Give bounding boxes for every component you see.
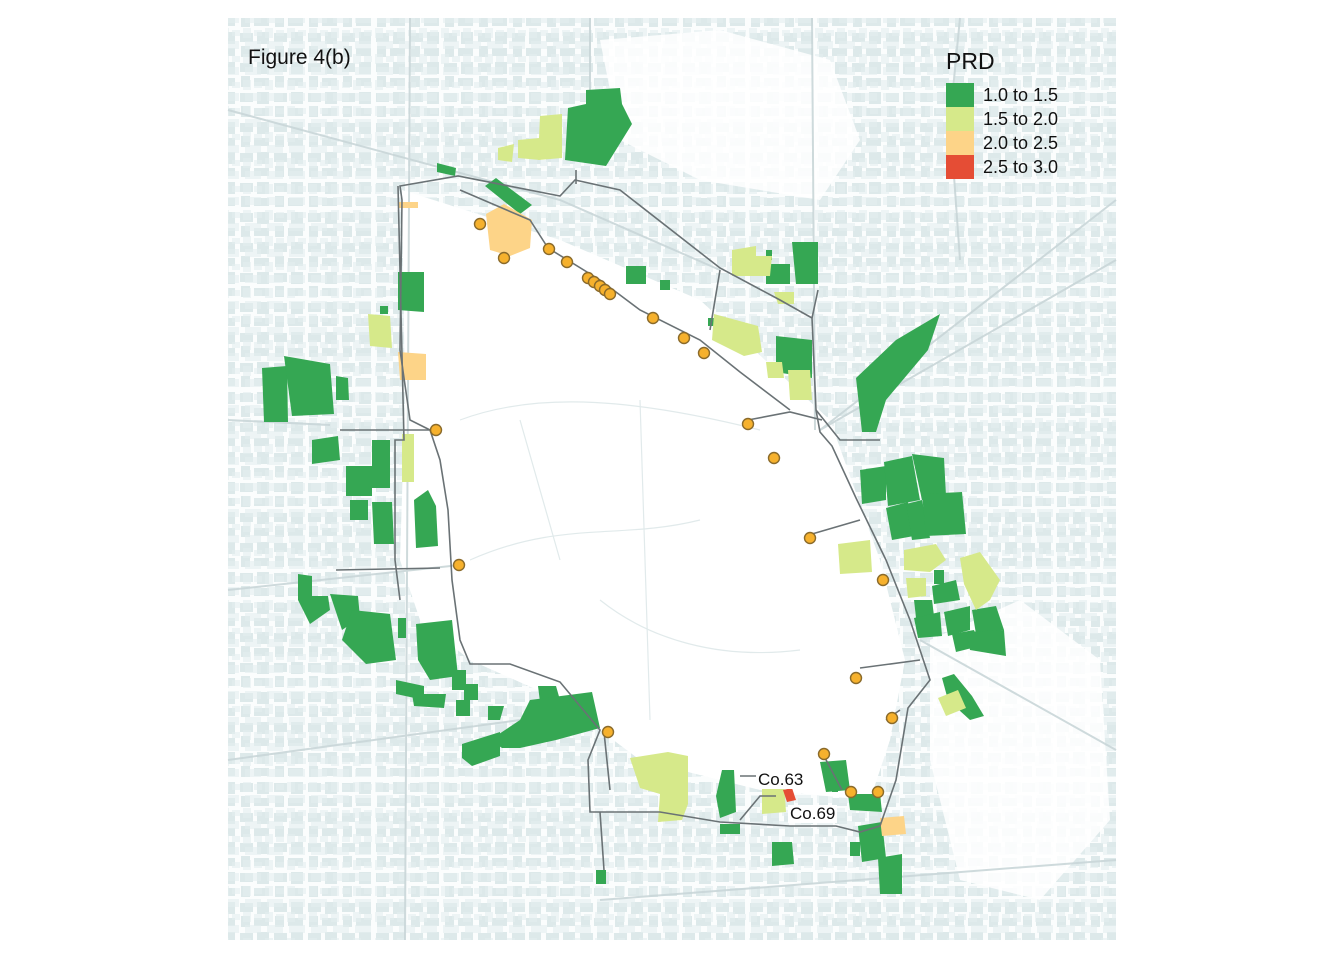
station-marker [603, 287, 617, 301]
road-network [227, 17, 1117, 941]
legend-swatch [946, 83, 974, 107]
station-marker [646, 311, 660, 325]
internal-paths [459, 399, 801, 721]
station-marker [601, 725, 615, 739]
prd-zones-2-5-to-3-0 [783, 788, 796, 802]
station-marker [473, 217, 487, 231]
station-marker [849, 671, 863, 685]
legend-swatch [946, 131, 974, 155]
central-open-area [400, 190, 905, 800]
legend-label: 1.5 to 2.0 [983, 108, 1059, 129]
figure-label: Figure 4(b) [248, 46, 351, 69]
station-marker [542, 242, 556, 256]
legend-label: 2.5 to 3.0 [983, 156, 1059, 177]
station-marker [697, 346, 711, 360]
legend-item: 2.0 to 2.5 [946, 131, 1058, 155]
prd-zones-2-0-to-2-5 [398, 202, 906, 836]
southeast-open-area [930, 600, 1110, 900]
station-marker [871, 785, 885, 799]
transit-stations [429, 217, 899, 799]
prd-legend: PRD 1.0 to 1.5 1.5 to 2.0 2.0 to 2.5 2.5… [946, 48, 1058, 179]
north-open-area [600, 30, 860, 200]
station-marker [452, 558, 466, 572]
legend-swatch [946, 107, 974, 131]
legend-item: 1.0 to 1.5 [946, 83, 1058, 107]
station-marker [741, 417, 755, 431]
legend-label: 1.0 to 1.5 [983, 84, 1059, 105]
station-marker [560, 255, 574, 269]
station-marker [803, 531, 817, 545]
station-marker [885, 711, 899, 725]
prd-zones-1-0-to-1-5 [262, 88, 1006, 894]
legend-item: 2.5 to 3.0 [946, 155, 1058, 179]
transit-line [335, 170, 931, 871]
station-marker [677, 331, 691, 345]
station-marker [767, 451, 781, 465]
station-marker [844, 785, 858, 799]
station-marker [429, 423, 443, 437]
station-marker [497, 251, 511, 265]
prd-zones-1-5-to-2-0 [368, 114, 1000, 822]
station-marker [817, 747, 831, 761]
station-marker [876, 573, 890, 587]
callout-co69: Co.69 [788, 804, 838, 823]
legend-swatch [946, 155, 974, 179]
legend-label: 2.0 to 2.5 [983, 132, 1059, 153]
legend-item: 1.5 to 2.0 [946, 107, 1058, 131]
legend-title: PRD [946, 48, 995, 74]
callout-co63: Co.63 [756, 770, 806, 789]
